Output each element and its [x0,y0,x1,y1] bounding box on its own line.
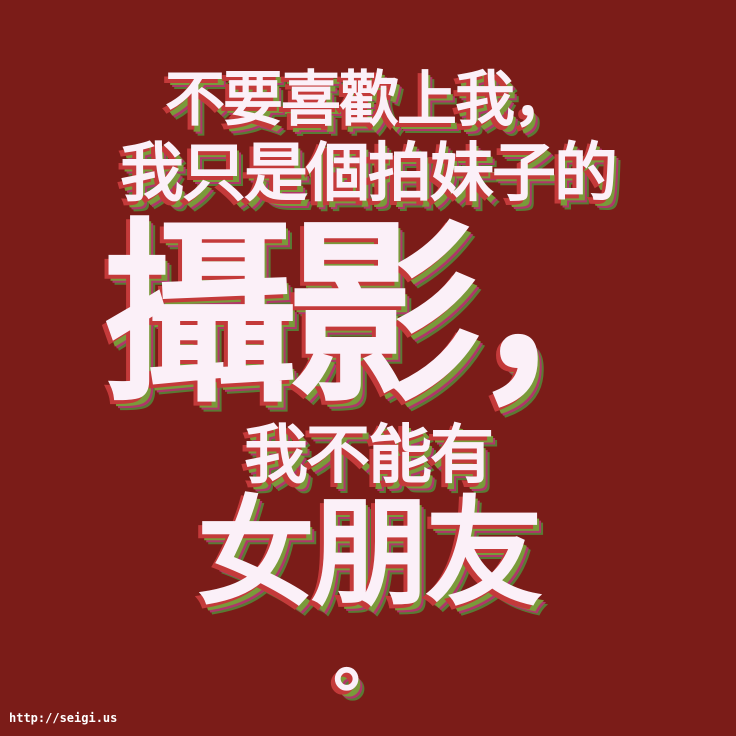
poster-line-2: 我只是個拍妹子的 [120,137,618,211]
poster-line-5: 女朋友 [196,484,543,622]
poster-line-4: 我不能有 [244,419,494,493]
poster-line-6: 。 [333,620,403,702]
website-url: http://seigi.us [9,711,118,725]
poster-line-3: 攝影， [101,202,666,430]
poster-line-1: 不要喜歡上我， [165,65,573,135]
